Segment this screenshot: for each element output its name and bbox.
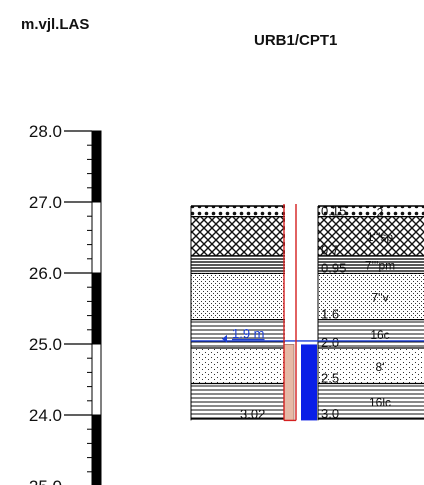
soil-layer-bands: [318, 255, 424, 274]
scale-tick-label: 28.0: [29, 122, 62, 141]
elevation-scale: 28.0 27.0 26.0 25.0 24.0 25.0: [29, 122, 102, 485]
soil-layer-clay: [191, 319, 285, 348]
soil-layer-bands: [191, 255, 285, 274]
file-label: m.vjl.LAS: [21, 16, 90, 33]
soil-layer-gravel-dots: [191, 206, 285, 217]
soil-layer-sand: [318, 273, 424, 320]
sample-strip: [283, 344, 295, 421]
layer-code-label: 7'''pm: [365, 259, 395, 273]
scale-tick-label: 26.0: [29, 264, 62, 283]
scale-tick-label: 27.0: [29, 193, 62, 212]
layer-code-label: 1'''sp: [367, 230, 394, 244]
scale-bar-segment: [91, 414, 102, 485]
profile-title: URB1/CPT1: [254, 32, 338, 49]
soil-layer-sand: [191, 273, 285, 320]
soil-column-left: [190, 205, 285, 421]
layer-code-label: 16lc: [369, 395, 391, 409]
soil-column-right: 0.15 2 0.7 1'''sp 0.95 7'''pm 1.6 7''v 2.0 16c 2.5…: [317, 204, 424, 421]
scale-bar-segment: [91, 272, 102, 345]
bottom-depth-label: 3.02: [240, 406, 265, 421]
layer-depth-label: 2.5: [321, 371, 339, 386]
soil-layer-clay: [318, 319, 424, 348]
soil-layer-crosshatch: [191, 216, 285, 256]
layer-code-label: 7''v: [371, 291, 388, 305]
layer-depth-label: 2.0: [321, 335, 339, 350]
scale-tick-label: 25.0: [29, 335, 62, 354]
cpt-overlay: 1.9 m3.02: [191, 204, 424, 421]
layer-depth-label: 0.95: [321, 260, 346, 275]
soil-layer-clay: [318, 383, 424, 419]
scale-bar-segment: [91, 343, 102, 416]
groundwater-arrow-icon: [222, 334, 227, 343]
soil-layer-crosshatch: [318, 216, 424, 256]
water-column: [301, 344, 317, 421]
scale-tick-label: 25.0: [29, 477, 62, 485]
layer-code-label: 16c: [370, 328, 389, 342]
soil-layer-fine-sand: [191, 348, 285, 384]
scale-bar-segment: [91, 201, 102, 274]
layer-depth-label: 0.7: [321, 243, 339, 258]
soil-layer-clay: [191, 383, 285, 419]
layer-code-label: 2: [377, 205, 384, 219]
scale-tick-label: 24.0: [29, 406, 62, 425]
soil-layer-gravel-dots: [318, 206, 424, 217]
layer-depth-label: 1.6: [321, 307, 339, 322]
layer-depth-label: 0.15: [321, 204, 346, 219]
soil-layer-fine-sand: [318, 348, 424, 384]
groundwater-label: 1.9 m: [232, 326, 265, 341]
layer-depth-label: 3.0: [321, 406, 339, 421]
scale-bar-segment: [91, 130, 102, 203]
layer-code-label: 8': [376, 360, 385, 374]
